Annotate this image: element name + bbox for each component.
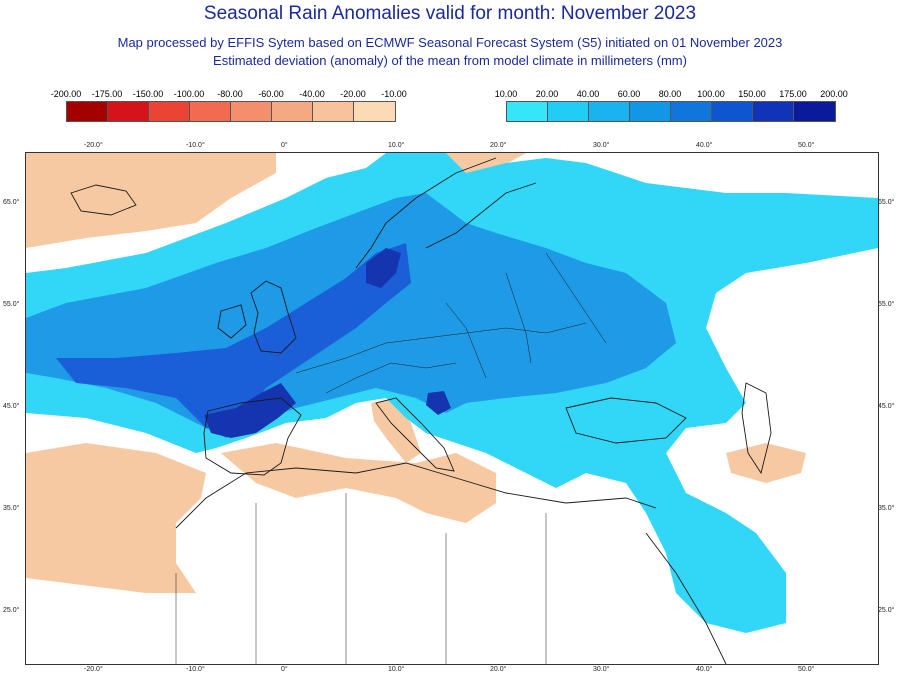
legend-positive-swatch <box>753 102 794 121</box>
dry-anomaly-north-africa <box>221 443 496 523</box>
legend-positive-tick-label: 20.00 <box>535 89 559 99</box>
legend-positive-tick-label: 200.00 <box>820 89 848 99</box>
border-lines-europe <box>295 252 607 394</box>
longitude-label: -20.0° <box>84 666 103 673</box>
coastline-red-sea <box>645 532 727 664</box>
coastline-black-sea <box>565 397 687 444</box>
anomaly-map <box>25 152 879 665</box>
legend-negative-swatch <box>67 102 108 121</box>
legend-negative-tick-label: -40.00 <box>299 89 325 99</box>
longitude-label: 0° <box>281 142 288 149</box>
legend-negative-tick-label: -60.00 <box>258 89 284 99</box>
latitude-label: 35.0° <box>878 505 895 512</box>
legend-negative-swatch <box>231 102 272 121</box>
legend-negative-tick-label: -100.00 <box>173 89 205 99</box>
legend-positive-swatch <box>794 102 835 121</box>
legend-positive <box>506 101 836 122</box>
legend-negative <box>66 101 396 122</box>
map-title: Seasonal Rain Anomalies valid for month:… <box>203 3 697 24</box>
longitude-label: -10.0° <box>186 666 205 673</box>
legend-negative-tick-label: -80.00 <box>217 89 243 99</box>
legend-positive-tick-label: 10.00 <box>494 89 518 99</box>
longitude-label: 10.0° <box>388 142 405 149</box>
legend-positive-tick-label: 40.00 <box>576 89 600 99</box>
longitude-label: -20.0° <box>84 142 103 149</box>
legend-negative-swatch <box>108 102 149 121</box>
legend-negative-swatch <box>272 102 313 121</box>
latitude-label: 55.0° <box>3 301 20 308</box>
legend-positive-ticks: 10.00 20.00 40.00 60.00 80.00 100.00 150.00 175… <box>495 89 848 99</box>
legend-negative-swatch <box>190 102 231 121</box>
legend-negative-tick-label: -175.00 <box>91 89 123 99</box>
coastline-north-africa <box>175 462 657 529</box>
wet-anomaly-extreme-adriatic <box>426 391 451 415</box>
legend-negative-tick-label: -20.00 <box>340 89 366 99</box>
anomaly-map-svg <box>26 153 878 664</box>
legend-positive-tick-label: 100.00 <box>697 89 725 99</box>
coastline-iberia <box>203 397 302 476</box>
longitude-label: 20.0° <box>490 142 507 149</box>
coastline-britain <box>250 280 297 354</box>
legend-negative-tick-label: -150.00 <box>132 89 164 99</box>
longitude-label: -10.0° <box>186 142 205 149</box>
latitude-label: 65.0° <box>3 199 20 206</box>
wet-anomaly-extreme-northsea <box>366 248 401 288</box>
dry-anomaly-atlantic-south <box>26 443 206 593</box>
longitude-label: 40.0° <box>696 142 713 149</box>
coastline-scandinavia <box>355 157 537 269</box>
coastline-ireland <box>217 304 247 339</box>
wet-anomaly-extreme-iberia <box>204 383 296 438</box>
longitude-label: 30.0° <box>593 666 610 673</box>
legend-positive-swatch <box>589 102 630 121</box>
legend-positive-tick-label: 175.00 <box>779 89 807 99</box>
latitude-label: 25.0° <box>878 607 895 614</box>
legend-positive-swatch <box>671 102 712 121</box>
legend-positive-tick-label: 80.00 <box>658 89 682 99</box>
legend-positive-swatch <box>548 102 589 121</box>
coastline-italy <box>375 397 455 472</box>
longitude-label: 10.0° <box>388 666 405 673</box>
wet-anomaly-strong <box>56 243 411 428</box>
latitude-label: 45.0° <box>3 403 20 410</box>
legend-negative-swatch <box>149 102 190 121</box>
map-subtitle-units: Estimated deviation (anomaly) of the mea… <box>213 53 687 68</box>
longitude-label: 50.0° <box>798 666 815 673</box>
legend-negative-swatch <box>313 102 354 121</box>
dry-anomaly-italy <box>371 398 421 463</box>
latitude-label: 25.0° <box>3 607 20 614</box>
legend-negative-swatch <box>354 102 395 121</box>
map-subtitle-source: Map processed by EFFIS Sytem based on EC… <box>117 35 783 50</box>
latitude-label: 35.0° <box>3 505 20 512</box>
dry-anomaly-levant <box>726 443 806 483</box>
longitude-label: 40.0° <box>696 666 713 673</box>
longitude-label: 20.0° <box>490 666 507 673</box>
latitude-label: 45.0° <box>878 403 895 410</box>
border-lines-africa <box>175 493 547 664</box>
longitude-label: 50.0° <box>798 142 815 149</box>
legend-negative-tick-label: -10.00 <box>381 89 407 99</box>
longitude-label: 0° <box>281 666 288 673</box>
legend-negative-tick-label: -200.00 <box>50 89 82 99</box>
legend-positive-swatch <box>507 102 548 121</box>
coastline-iceland <box>70 184 137 216</box>
legend-positive-swatch <box>630 102 671 121</box>
legend-positive-swatch <box>712 102 753 121</box>
legend-negative-ticks: -200.00 -175.00 -150.00 -100.00 -80.00 -60.00… <box>51 89 407 99</box>
latitude-label: 65.0° <box>878 199 895 206</box>
latitude-label: 55.0° <box>878 301 895 308</box>
legend-positive-tick-label: 60.00 <box>617 89 641 99</box>
legend-positive-tick-label: 150.00 <box>738 89 766 99</box>
coastline-caspian <box>741 382 772 475</box>
longitude-label: 30.0° <box>593 142 610 149</box>
dry-anomaly-north-atlantic <box>26 153 276 248</box>
